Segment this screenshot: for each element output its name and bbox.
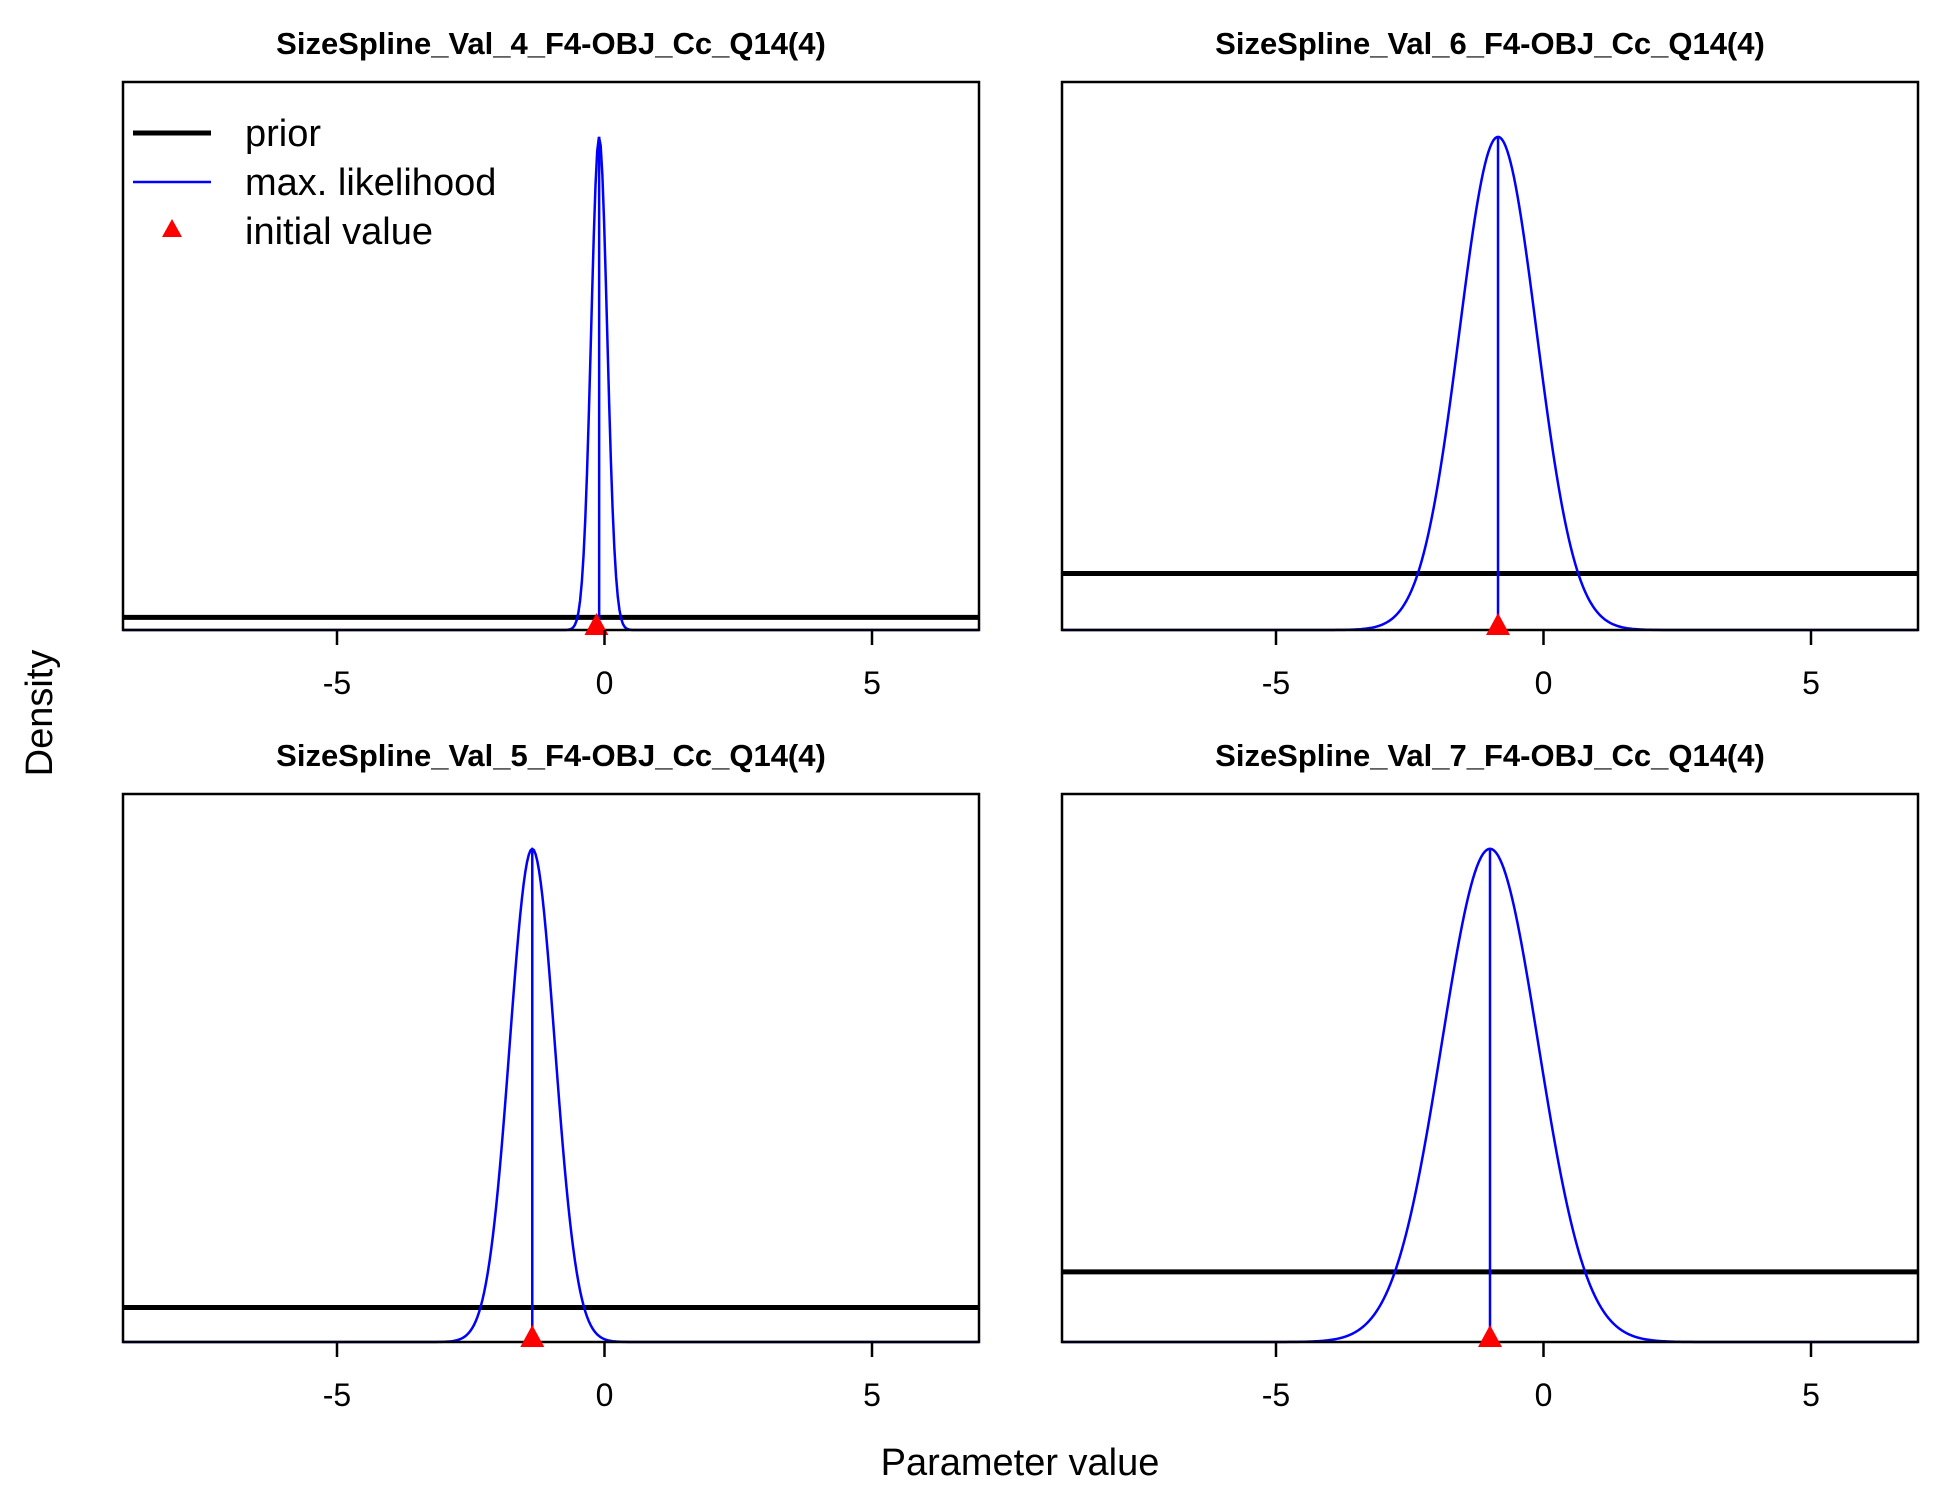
panel-4: SizeSpline_Val_7_F4-OBJ_Cc_Q14(4) -5 0 5 [1060, 738, 1920, 1413]
panel-title: SizeSpline_Val_6_F4-OBJ_Cc_Q14(4) [1215, 26, 1765, 61]
x-tick-label: 5 [863, 665, 881, 701]
legend-item-initial-value: initial value [162, 211, 433, 253]
x-axis-label: Parameter value [881, 1442, 1160, 1484]
x-tick-label: 0 [1535, 1377, 1553, 1413]
panel-1: SizeSpline_Val_4_F4-OBJ_Cc_Q14(4) -5 0 5 [121, 26, 981, 701]
legend-item-max-likelihood: max. likelihood [133, 162, 496, 204]
x-tick-label: -5 [323, 1377, 351, 1413]
panel-3: SizeSpline_Val_5_F4-OBJ_Cc_Q14(4) -5 0 5 [121, 738, 981, 1413]
x-tick-label: 5 [1802, 1377, 1820, 1413]
plot-frame [121, 80, 981, 632]
x-tick-label: 5 [1802, 665, 1820, 701]
panel-title: SizeSpline_Val_5_F4-OBJ_Cc_Q14(4) [276, 738, 826, 773]
initial-value-marker [1478, 1325, 1502, 1347]
x-tick-label: 0 [596, 1377, 614, 1413]
initial-value-marker [584, 613, 609, 635]
plot-frame [121, 792, 981, 1344]
initial-value-marker [1486, 613, 1511, 635]
legend-label: max. likelihood [245, 162, 496, 204]
panel-title: SizeSpline_Val_4_F4-OBJ_Cc_Q14(4) [276, 26, 826, 61]
max-likelihood-curve [123, 847, 979, 1344]
panel-title: SizeSpline_Val_7_F4-OBJ_Cc_Q14(4) [1215, 738, 1765, 773]
x-tick-label: -5 [323, 665, 351, 701]
x-tick-label: 0 [1535, 665, 1553, 701]
initial-value-marker [520, 1325, 545, 1347]
legend-triangle-swatch [162, 219, 182, 237]
legend-label: prior [245, 113, 321, 155]
y-axis-label: Density [19, 650, 61, 777]
panels-group: SizeSpline_Val_4_F4-OBJ_Cc_Q14(4)-5 0 5Siz… [121, 26, 1920, 1413]
x-tick-label: -5 [1262, 665, 1290, 701]
x-tick-label: 0 [596, 665, 614, 701]
max-likelihood-curve [1062, 135, 1918, 632]
plot-frame [1060, 80, 1920, 632]
x-tick-label: 5 [863, 1377, 881, 1413]
panel-2: SizeSpline_Val_6_F4-OBJ_Cc_Q14(4) -5 0 5 [1060, 26, 1920, 701]
legend: prior max. likelihood initial value [133, 113, 496, 253]
x-tick-label: -5 [1262, 1377, 1290, 1413]
legend-item-prior: prior [133, 113, 321, 155]
legend-label: initial value [245, 211, 433, 253]
